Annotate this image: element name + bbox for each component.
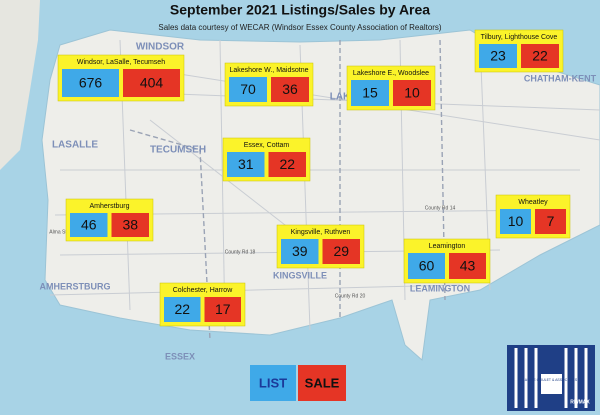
area-name: Tilbury, Lighthouse Cove (481, 34, 558, 41)
map-label: Alma St (49, 229, 67, 235)
map-label: AMHERSTBURG (40, 281, 111, 291)
logo-stripes (514, 348, 588, 408)
map-label: WINDSOR (136, 42, 185, 53)
list-box (479, 44, 517, 68)
list-box (351, 80, 389, 106)
list-box (70, 213, 108, 237)
sale-count: 17 (215, 301, 231, 317)
list-box (500, 209, 531, 234)
list-count: 676 (79, 75, 103, 91)
area-name: Essex, Cottam (244, 142, 290, 149)
area-name: Wheatley (518, 199, 548, 206)
sale-box (268, 152, 306, 177)
list-count: 22 (174, 301, 190, 317)
area-name: Windsor, LaSalle, Tecumseh (77, 59, 165, 66)
list-box (408, 253, 445, 279)
list-box (62, 69, 119, 97)
legend-list-swatch (250, 365, 296, 401)
sale-count: 22 (532, 48, 548, 64)
list-box (164, 297, 201, 322)
list-count: 60 (419, 258, 435, 274)
list-count: 31 (238, 156, 254, 172)
list-count: 70 (240, 81, 256, 97)
map-label: CHATHAM-KENT (524, 73, 597, 83)
sale-count: 43 (460, 258, 476, 274)
legend-sale-swatch (298, 365, 346, 401)
sale-count: 22 (279, 156, 295, 172)
legend-list: LIST (259, 375, 287, 390)
sale-box (322, 239, 360, 264)
logo-name: ANGIE GOULET & ASSOCIATES (525, 378, 578, 382)
sale-count: 404 (140, 75, 164, 91)
area-name: Kingsville, Ruthven (291, 229, 351, 236)
sale-box (204, 297, 241, 322)
list-count: 23 (490, 48, 506, 64)
map-label: LASALLE (52, 140, 98, 151)
map-label: County Rd 14 (425, 205, 456, 211)
logo-panel (541, 374, 562, 394)
sale-box (123, 69, 180, 97)
sale-count: 10 (404, 85, 420, 101)
map-label: KINGSVILLE (273, 270, 327, 280)
sale-count: 38 (122, 217, 138, 233)
title: September 2021 Listings/Sales by Area (170, 2, 430, 18)
map-label: LEAMINGTON (410, 283, 470, 293)
sale-box (535, 209, 566, 234)
sale-count: 7 (547, 213, 555, 229)
area-name: Amherstburg (89, 203, 129, 210)
sale-box (449, 253, 486, 279)
list-count: 10 (508, 213, 524, 229)
sale-count: 29 (333, 243, 349, 259)
sale-box (271, 77, 309, 102)
list-count: 39 (292, 243, 308, 259)
map-label: County Rd 18 (225, 249, 256, 255)
area-name: Lakeshore W., Maidsotne (230, 67, 309, 74)
map-label: County Rd 20 (335, 293, 366, 299)
area-name: Lakeshore E., Woodslee (353, 70, 429, 77)
map-label: LAK (330, 92, 351, 103)
list-box (281, 239, 319, 264)
subtitle: Sales data courtesy of WECAR (Windsor Es… (158, 23, 442, 32)
list-count: 46 (81, 217, 97, 233)
area-name: Colchester, Harrow (173, 287, 233, 294)
map-label: TECUMSEH (150, 145, 206, 156)
legend-sale: SALE (305, 375, 340, 390)
list-box (227, 152, 265, 177)
sale-box (393, 80, 431, 106)
sale-count: 36 (282, 81, 298, 97)
list-box (229, 77, 267, 102)
logo-brand: RE/MAX (570, 399, 590, 405)
sale-box (521, 44, 559, 68)
area-name: Leamington (429, 243, 466, 250)
list-count: 15 (362, 85, 378, 101)
map-label: ESSEX (165, 351, 195, 361)
sale-box (111, 213, 149, 237)
detroit-land (0, 0, 40, 170)
